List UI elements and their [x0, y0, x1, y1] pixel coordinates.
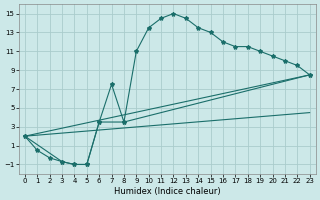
X-axis label: Humidex (Indice chaleur): Humidex (Indice chaleur)	[114, 187, 220, 196]
